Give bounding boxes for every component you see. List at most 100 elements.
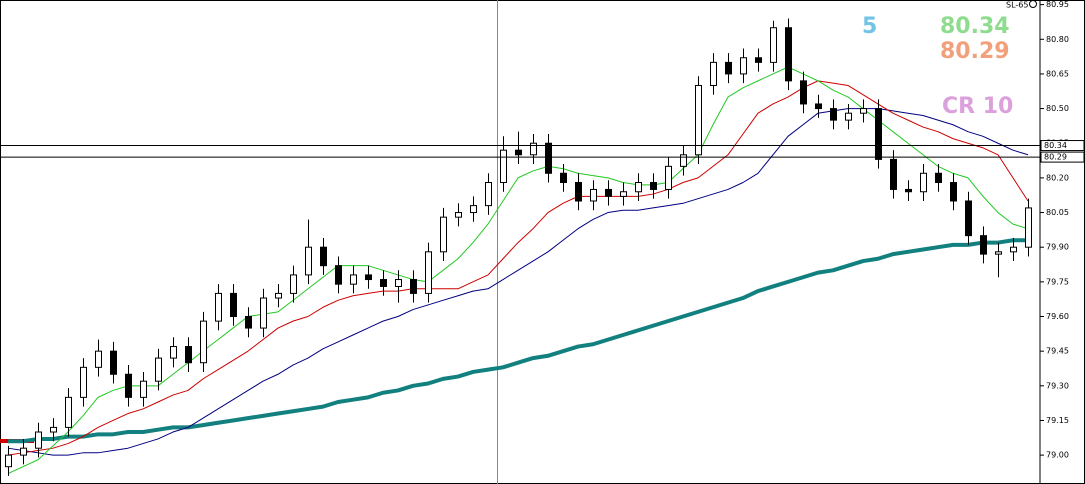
candle-body: [770, 27, 777, 63]
candle-body: [920, 172, 927, 193]
candle-body: [845, 112, 852, 121]
candle-body: [380, 279, 387, 287]
candle-body: [665, 165, 672, 190]
y-tick-label: 79.60: [1046, 312, 1069, 321]
candle-body: [95, 350, 102, 368]
y-tick-label: 79.75: [1046, 277, 1069, 286]
candle-body: [455, 212, 462, 218]
y-tick-label: 80.50: [1046, 104, 1069, 113]
candle-body: [725, 61, 732, 75]
moving-average-line: [7, 80, 1029, 456]
y-tick-label: 79.90: [1046, 243, 1069, 252]
y-tick-label: 80.80: [1046, 35, 1069, 44]
candle-body: [440, 216, 447, 253]
moving-average-line: [7, 108, 1029, 456]
candle-body: [215, 292, 222, 322]
candle-body: [50, 426, 57, 433]
y-tick-label: 80.65: [1046, 69, 1069, 78]
candle-body: [995, 251, 1002, 255]
candle-body: [335, 265, 342, 285]
candle-body: [965, 200, 972, 237]
candle-body: [110, 350, 117, 375]
candle-body: [635, 182, 642, 193]
candle-body: [620, 191, 627, 197]
candle-body: [410, 279, 417, 294]
candle-body: [545, 142, 552, 174]
annotation: CR 10: [942, 94, 1013, 119]
candle-body: [5, 454, 12, 468]
candle-body: [980, 235, 987, 255]
y-tick-label: 80.20: [1046, 173, 1069, 182]
candle-body: [305, 246, 312, 276]
candle-body: [650, 182, 657, 190]
candle-body: [260, 297, 267, 329]
candle-body: [575, 182, 582, 202]
candle-body: [740, 57, 747, 75]
y-tick-label: 80.95: [1046, 0, 1069, 9]
price-level-box: [1040, 151, 1085, 163]
annotation: 80.34: [940, 14, 1010, 39]
candle-body: [290, 274, 297, 294]
candle-body: [755, 57, 762, 63]
candle-body: [710, 61, 717, 86]
candle-body: [785, 27, 792, 82]
candle-body: [470, 205, 477, 214]
annotation: 80.29: [940, 39, 1010, 64]
candle-body: [1010, 246, 1017, 253]
price-level-label: 80.34: [1044, 141, 1067, 150]
candle-body: [230, 292, 237, 318]
candle-body: [155, 357, 162, 382]
y-tick-label: 80.05: [1046, 208, 1069, 217]
moving-average-line: [7, 66, 1029, 475]
candle-body: [830, 108, 837, 121]
candle-body: [890, 158, 897, 190]
candle-body: [395, 279, 402, 287]
candle-body: [485, 182, 492, 207]
candle-body: [140, 380, 147, 398]
y-tick-label: 79.30: [1046, 381, 1069, 390]
candle-body: [20, 447, 27, 456]
smiley-icon: [1029, 0, 1037, 8]
candle-body: [1025, 207, 1032, 248]
candle-body: [500, 149, 507, 184]
candle-body: [65, 396, 72, 428]
candle-body: [935, 172, 942, 184]
candle-body: [170, 346, 177, 359]
candle-body: [680, 154, 687, 167]
candle-body: [590, 188, 597, 202]
candle-body: [125, 373, 132, 398]
candle-body: [905, 188, 912, 193]
candle-body: [35, 431, 42, 449]
candle-body: [695, 84, 702, 156]
candle-body: [875, 108, 882, 160]
candle-body: [350, 274, 357, 285]
candle-body: [200, 320, 207, 364]
candle-body: [860, 108, 867, 114]
plot: [0, 18, 1040, 476]
moving-average-line: [8, 238, 1028, 444]
candle-body: [245, 316, 252, 329]
price-level-box: [1040, 140, 1085, 152]
candle-body: [365, 274, 372, 281]
candle-body: [275, 292, 282, 299]
candle-body: [320, 246, 327, 267]
candle-body: [605, 188, 612, 197]
candle-body: [185, 346, 192, 364]
candle-body: [530, 142, 537, 156]
candle-body: [815, 103, 822, 110]
candle-body: [800, 80, 807, 105]
candle-body: [560, 172, 567, 184]
candle-body: [425, 251, 432, 294]
annotation: 5: [862, 14, 877, 39]
candle-body: [950, 182, 957, 202]
y-tick-label: 79.45: [1046, 347, 1069, 356]
symbol-label: SL-65: [1006, 1, 1028, 10]
y-tick-label: 79.00: [1046, 451, 1069, 460]
y-tick-label: 79.15: [1046, 416, 1069, 425]
price-level-label: 80.29: [1044, 153, 1067, 162]
candle-body: [80, 366, 87, 398]
candle-body: [515, 149, 522, 156]
